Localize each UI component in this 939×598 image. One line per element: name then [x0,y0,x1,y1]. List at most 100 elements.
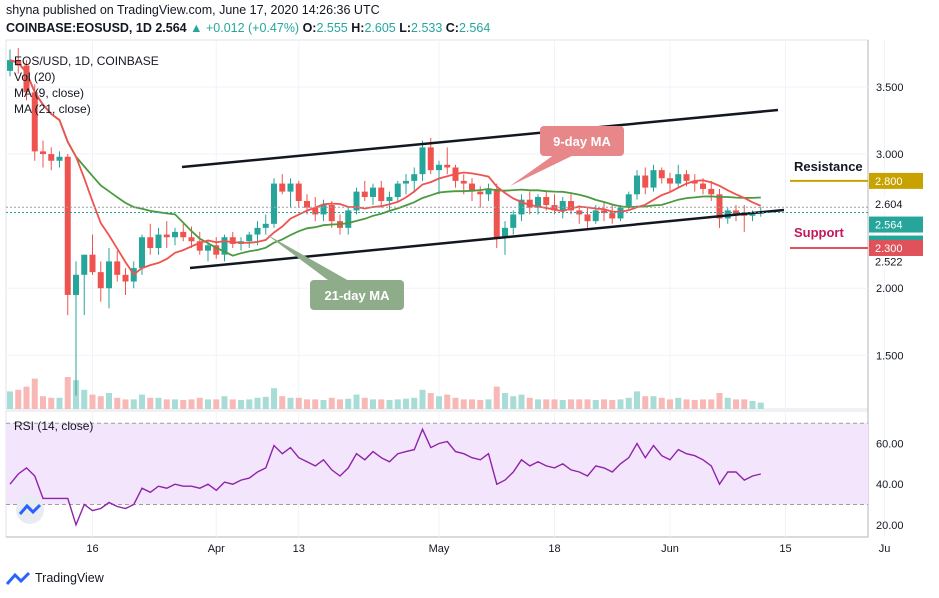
legend-volume: Vol (20) [14,70,55,84]
tradingview-logo-icon[interactable] [6,570,30,586]
change-value: +0.012 (+0.47%) [205,21,300,35]
high-value: 2.605 [364,21,396,35]
candle-body [700,183,706,189]
candle-body [708,188,715,195]
instrument-title: EOS/USD, 1D, COINBASE [14,54,159,68]
candle-body [147,237,154,248]
volume-bar [469,399,475,409]
price-pane[interactable] [5,39,869,410]
candle-body [675,174,682,184]
volume-bar [262,396,269,409]
candle-body [535,196,541,208]
candle-body [592,210,599,222]
volume-bar [625,397,632,409]
volume-bar [427,393,434,409]
volume-bar [213,399,220,409]
volume-bar [502,393,508,409]
candle-body [568,201,574,211]
volume-bar [139,394,145,409]
volume-bar [543,399,550,409]
resistance-price-label: 2.800 [875,176,903,188]
volume-bar [394,399,401,409]
candle-body [444,164,451,168]
resistance-price-tag [869,172,923,189]
ma21-callout-pointer [266,234,358,286]
candle-body [733,210,739,215]
volume-bar [279,396,286,409]
candle-body [295,183,302,202]
candle-body [502,227,508,238]
close-value: 2.564 [458,21,491,35]
candle-body [7,60,13,71]
candle-body [246,234,253,242]
volume-bar [122,399,129,409]
candle-body [650,170,657,188]
candle-body [634,175,640,195]
candle-body [683,174,690,181]
time-tick-label: 18 [548,543,560,555]
candle-body [403,180,409,184]
volume-bar [551,399,558,409]
lower-price-tag [869,253,923,270]
candle-body [106,261,112,289]
volume-bar [114,397,121,409]
volume-bar [485,399,492,409]
candle-body [279,183,286,192]
volume-bar [683,399,690,409]
volume-bar [724,397,731,409]
chart-logo-icon[interactable] [16,496,44,524]
price-chart[interactable]: 3.500 3.000 2.000 1.500 16 Apr 13 May 18 Jun 15 Ju 6… [0,0,939,565]
volume-bar [304,399,310,409]
candle-body [436,164,442,171]
volume-bar [658,397,665,409]
volume-bar [246,399,253,409]
candle-body [518,199,525,215]
candle-body [97,272,104,289]
ma21-callout-box [310,280,404,310]
volume-bar [295,397,302,409]
candle-body [229,237,236,244]
candle-body [551,205,558,211]
volume-bar [328,397,335,409]
candle-body [559,201,566,211]
volume-bar [7,391,13,409]
lower-channel-line [189,208,785,270]
volume-bar [361,397,368,409]
candle-body [312,207,319,215]
candle-body [188,237,195,242]
time-tick-label: May [429,543,450,555]
time-tick-label: 15 [779,543,791,555]
footer: TradingView [6,570,104,586]
volume-bar [89,394,96,409]
candle-body [667,178,673,184]
candle-body [73,274,79,295]
volume-bar [287,397,294,409]
volume-bar [535,399,541,409]
volume-bar [436,396,442,409]
volume-bar [196,397,203,409]
low-value: 2.533 [411,21,443,35]
candle-body [262,223,269,228]
volume-bar [691,400,698,409]
volume-bar [559,400,566,409]
support-price-tag [869,239,923,256]
volume-bar [675,397,682,409]
volume-bar [741,399,748,409]
current-price-label: 2.564 [875,220,903,232]
candle-body [89,254,96,273]
time-tick-label: Ju [879,543,891,555]
lower-price-label: 2.522 [875,257,903,269]
volume-bar [403,398,409,409]
time-tick-label: Apr [208,543,225,555]
volume-bar [460,399,467,409]
volume-bar [386,400,393,409]
candle-body [81,254,88,275]
footer-brand[interactable]: TradingView [35,571,104,585]
candle-body [180,231,187,238]
upper-channel-line [181,108,779,169]
symbol-label[interactable]: COINBASE:EOSUSD, 1D [6,21,152,35]
rsi-tick-label: 40.00 [876,479,904,491]
candle-body [419,147,426,175]
volume-bar [345,398,352,409]
candle-body [254,227,261,235]
